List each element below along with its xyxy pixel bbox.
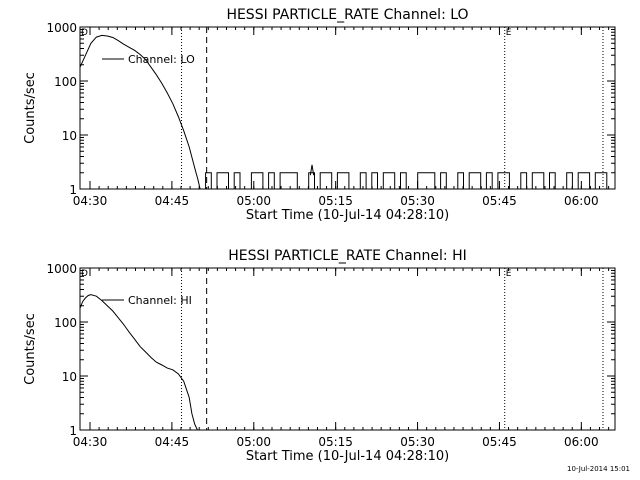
x-axis-label: Start Time (10-Jul-14 04:28:10) (246, 449, 449, 464)
x-tick-label: 04:45 (155, 435, 190, 449)
y-tick-label: 1 (69, 183, 77, 197)
x-tick-label: 04:30 (73, 435, 108, 449)
x-tick-label: 05:45 (482, 194, 517, 208)
chart-panel-2: HESSI PARTICLE_RATE Channel: HI 1 10 100 100… (23, 248, 616, 464)
x-axis-label: Start Time (10-Jul-14 04:28:10) (246, 208, 449, 223)
series-line (79, 34, 201, 190)
marker-d: D (81, 269, 88, 279)
series-line (79, 294, 198, 431)
x-tick-label: 05:30 (400, 194, 435, 208)
plot-frame (79, 26, 616, 190)
x-tick-label: 05:30 (400, 435, 435, 449)
x-tick-label: 05:00 (236, 194, 271, 208)
x-tick-label: 04:30 (73, 194, 108, 208)
y-tick-label: 1000 (46, 262, 77, 276)
y-tick-label: 10 (62, 129, 77, 143)
x-tick-label: 06:00 (564, 435, 599, 449)
marker-e: E (506, 269, 512, 279)
marker-e: E (506, 28, 512, 38)
x-tick-label: 06:00 (564, 194, 599, 208)
x-tick-label: 05:15 (318, 194, 353, 208)
x-tick-label: 05:45 (482, 435, 517, 449)
y-axis-label: Counts/sec (23, 313, 38, 385)
x-tick-label: 05:15 (318, 435, 353, 449)
chart-panel-1: HESSI PARTICLE_RATE Channel: LO 1 10 100 100… (23, 7, 616, 223)
timestamp: 10-Jul-2014 15:01 (566, 465, 630, 473)
noise-line (205, 172, 613, 190)
plot-frame (79, 267, 616, 431)
y-tick-label: 1000 (46, 21, 77, 35)
marker-d: D (81, 28, 88, 38)
x-tick-label: 04:45 (155, 194, 190, 208)
chart-title: HESSI PARTICLE_RATE Channel: HI (228, 248, 466, 264)
y-tick-label: 100 (54, 316, 77, 330)
legend-label: Channel: HI (128, 294, 192, 307)
chart-title: HESSI PARTICLE_RATE Channel: LO (226, 7, 468, 23)
legend-label: Channel: LO (128, 53, 195, 66)
y-axis-label: Counts/sec (23, 72, 38, 144)
y-tick-label: 1 (69, 424, 77, 438)
y-tick-label: 100 (54, 75, 77, 89)
y-tick-label: 10 (62, 370, 77, 384)
x-tick-label: 05:00 (236, 435, 271, 449)
spike (309, 164, 315, 176)
